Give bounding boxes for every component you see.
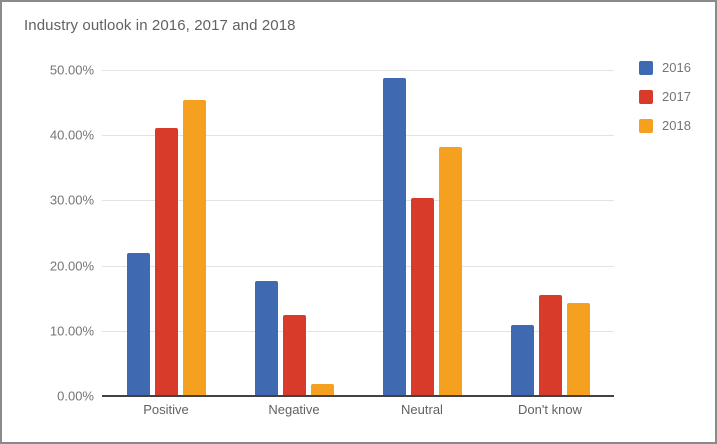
bar-2017-negative[interactable]: [282, 314, 306, 396]
bar-group-don-t-know: [486, 70, 614, 396]
x-category-label: Don't know: [518, 402, 582, 417]
y-tick-label: 40.00%: [49, 127, 94, 143]
bar-2018-neutral[interactable]: [438, 146, 462, 396]
x-axis-labels: Positive Negative Neutral Don't know: [102, 402, 614, 417]
bar-group-positive: [102, 70, 230, 396]
legend-swatch-icon: [639, 119, 653, 133]
plot-area: [102, 70, 614, 397]
bar-2018-positive[interactable]: [182, 100, 206, 396]
bar-2018-don-t-know[interactable]: [566, 303, 590, 396]
legend-label: 2018: [662, 118, 691, 133]
legend-label: 2017: [662, 89, 691, 104]
bar-group-neutral: [358, 70, 486, 396]
y-tick-label: 50.00%: [49, 62, 94, 78]
legend-item-2017: 2017: [639, 90, 691, 104]
bar-2016-positive[interactable]: [126, 253, 150, 396]
legend: 2016 2017 2018: [639, 61, 691, 148]
bar-2017-don-t-know[interactable]: [538, 294, 562, 396]
bar-groups: [102, 70, 614, 396]
x-category-label: Positive: [143, 402, 189, 417]
y-tick-label: 20.00%: [49, 258, 94, 274]
legend-swatch-icon: [639, 61, 653, 75]
legend-swatch-icon: [639, 90, 653, 104]
x-category-label: Negative: [268, 402, 320, 417]
bar-group-negative: [230, 70, 358, 396]
legend-label: 2016: [662, 60, 691, 75]
x-axis-line: [102, 395, 614, 397]
y-tick-label: 0.00%: [57, 388, 94, 404]
gridline: [102, 135, 614, 137]
gridline: [102, 330, 614, 332]
bar-2017-neutral[interactable]: [410, 197, 434, 396]
bar-2016-neutral[interactable]: [382, 77, 406, 396]
gridline: [102, 70, 614, 71]
bar-2016-don-t-know[interactable]: [510, 324, 534, 396]
bar-2017-positive[interactable]: [154, 128, 178, 396]
y-tick-label: 10.00%: [49, 323, 94, 339]
legend-item-2018: 2018: [639, 119, 691, 133]
chart-title: Industry outlook in 2016, 2017 and 2018: [24, 17, 296, 34]
y-axis-labels: 50.00% 40.00% 30.00% 20.00% 10.00% 0.00%: [2, 63, 94, 404]
gridline: [102, 265, 614, 267]
bar-2016-negative[interactable]: [254, 280, 278, 396]
legend-item-2016: 2016: [639, 61, 691, 75]
x-category-label: Neutral: [401, 402, 443, 417]
bar-2018-negative[interactable]: [310, 383, 334, 396]
gridline: [102, 200, 614, 202]
y-tick-label: 30.00%: [49, 192, 94, 208]
